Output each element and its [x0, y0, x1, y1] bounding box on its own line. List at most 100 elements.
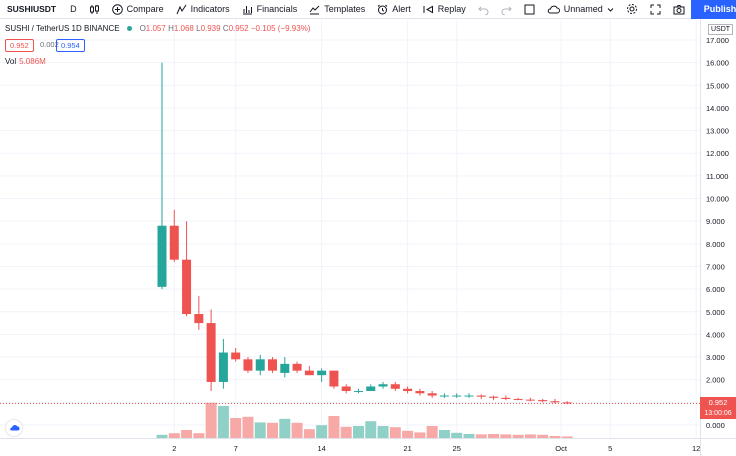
candle-body: [353, 391, 363, 393]
candle-body: [476, 395, 486, 397]
volume-label: Vol: [5, 57, 17, 66]
symbol-search[interactable]: SUSHIUSDT: [7, 3, 57, 14]
interval-button[interactable]: D: [64, 0, 83, 19]
time-tick-label: 12: [692, 444, 700, 453]
volume-bar: [267, 422, 279, 438]
time-tick-label: 25: [453, 444, 461, 453]
buy-price-button[interactable]: 0.954: [56, 39, 85, 52]
candle-body: [427, 393, 437, 396]
candle-body: [525, 399, 535, 401]
volume-bar: [291, 422, 303, 438]
candle-body: [378, 384, 388, 387]
price-tick-label: 2.000: [706, 376, 725, 385]
candle-body: [169, 225, 179, 260]
candle-body: [366, 386, 376, 392]
low-label: L: [196, 24, 201, 33]
volume-bar: [537, 434, 549, 438]
compare-button[interactable]: Compare: [106, 0, 170, 19]
gear-icon: [626, 3, 638, 15]
volume-bar: [352, 426, 364, 438]
volume-bar: [414, 432, 426, 438]
volume-bar: [463, 434, 475, 438]
time-tick-label: Oct: [555, 444, 568, 453]
volume-bar: [549, 436, 561, 438]
price-tick-label: 14.000: [706, 104, 729, 113]
financials-label: Financials: [256, 4, 298, 14]
currency-label[interactable]: USDT: [708, 24, 734, 35]
candle-body: [439, 395, 449, 397]
redo-button[interactable]: [495, 0, 518, 19]
volume-bar: [316, 425, 328, 438]
sell-price-button[interactable]: 0.952: [5, 39, 34, 52]
candle-body: [489, 396, 499, 398]
candle-body: [268, 359, 278, 371]
candle-body: [562, 402, 572, 404]
volume-bar: [193, 433, 205, 438]
volume-bar: [230, 418, 242, 438]
volume-bar: [389, 427, 401, 438]
layout-toggle-button[interactable]: [518, 0, 541, 19]
volume-bar: [377, 426, 389, 438]
candle-body: [182, 259, 192, 315]
open-label: O: [139, 24, 146, 33]
volume-bar: [168, 433, 180, 438]
undo-button[interactable]: [472, 0, 495, 19]
snapshot-button[interactable]: [667, 0, 691, 19]
price-tick-label: 8.000: [706, 240, 725, 249]
cloud-logo-icon: [9, 419, 20, 437]
undo-icon: [478, 4, 489, 15]
candle-body: [317, 370, 327, 376]
volume-bar: [205, 402, 217, 438]
layout-menu-button[interactable]: Unnamed: [541, 0, 620, 19]
fullscreen-button[interactable]: [644, 0, 667, 19]
candle-body: [206, 323, 216, 382]
redo-icon: [501, 4, 512, 15]
price-tick-label: 9.000: [706, 217, 725, 226]
price-tick-label: 13.000: [706, 127, 729, 136]
publish-button[interactable]: Publish: [690, 0, 736, 19]
compare-label: Compare: [126, 4, 164, 14]
volume-bar: [488, 434, 500, 438]
settings-button[interactable]: [620, 0, 644, 19]
high-label: H: [168, 24, 174, 33]
tradingview-logo[interactable]: [6, 420, 22, 436]
close-label: C: [222, 24, 229, 33]
volume-bar: [242, 416, 254, 438]
volume-bar: [438, 430, 450, 438]
price-tick-label: 3.000: [706, 353, 725, 362]
replay-label: Replay: [437, 4, 466, 14]
change-value: −0.105 (−9.93%): [250, 24, 311, 33]
ohlc-values: O1.057 H1.068 L0.939 C0.952 −0.105 (−9.9…: [140, 24, 311, 33]
price-tick-label: 7.000: [706, 262, 725, 271]
volume-bar: [500, 434, 512, 438]
volume-bar: [181, 430, 193, 438]
price-chart[interactable]: 0.0001.0002.0003.0004.0005.0006.0007.000…: [0, 20, 736, 456]
templates-button[interactable]: Templates: [303, 0, 371, 19]
volume-legend[interactable]: Vol 5.086M: [5, 57, 46, 66]
volume-bar: [217, 406, 229, 438]
financials-button[interactable]: Financials: [236, 0, 304, 19]
chart-pane[interactable]: 0.0001.0002.0003.0004.0005.0006.0007.000…: [0, 20, 736, 456]
volume-bar: [279, 418, 291, 438]
indicators-icon: [176, 4, 187, 15]
chart-type-button[interactable]: [83, 0, 106, 19]
close-value: 0.952: [228, 24, 249, 33]
candle-body: [329, 370, 339, 387]
candle-body: [280, 363, 290, 373]
fullscreen-icon: [650, 4, 661, 15]
indicators-button[interactable]: Indicators: [170, 0, 236, 19]
alert-button[interactable]: Alert: [371, 0, 417, 19]
volume-bar: [156, 434, 168, 438]
candle-body: [157, 225, 167, 287]
alert-label: Alert: [392, 4, 411, 14]
cloud-icon: [547, 4, 560, 15]
replay-button[interactable]: Replay: [417, 0, 472, 19]
volume-bar: [328, 416, 340, 438]
series-title[interactable]: SUSHI / TetherUS 1D BINANCE: [5, 24, 120, 33]
replay-icon: [423, 4, 434, 15]
low-value: 0.939: [200, 24, 221, 33]
price-tick-label: 4.000: [706, 330, 725, 339]
candle-body: [501, 397, 511, 399]
current-price-label: 0.952: [700, 397, 736, 409]
price-tick-label: 6.000: [706, 285, 725, 294]
